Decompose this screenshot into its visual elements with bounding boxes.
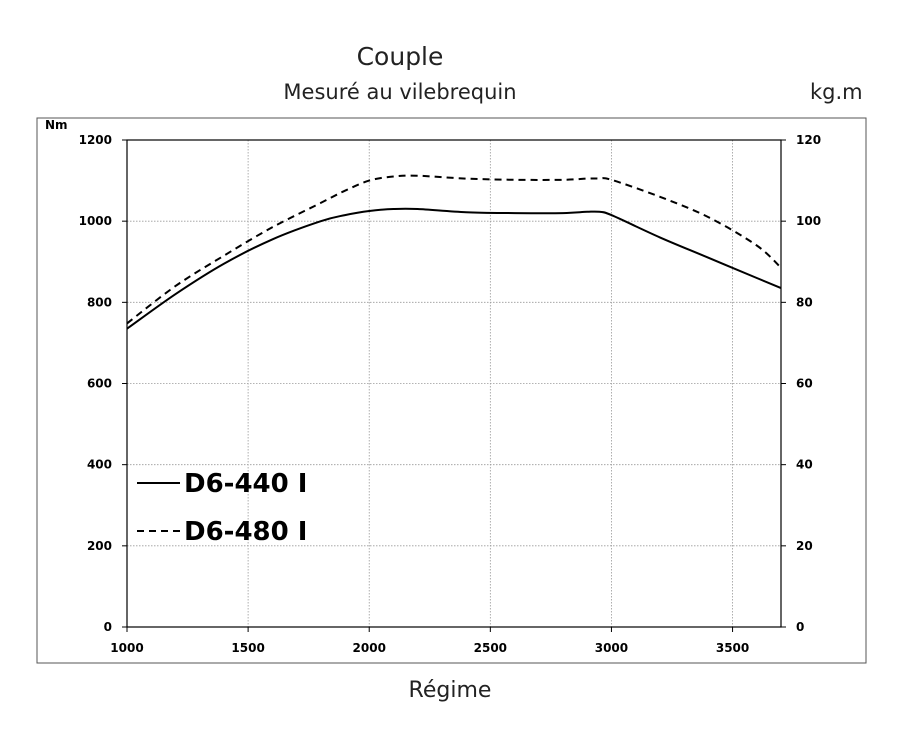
- y2-tick-label: 60: [796, 377, 813, 391]
- y-tick-label: 1200: [79, 133, 112, 147]
- y2-tick-label: 80: [796, 295, 813, 309]
- grid: [127, 140, 781, 627]
- y2-axis-unit: kg.m: [810, 80, 863, 104]
- y2-tick-label: 20: [796, 539, 813, 553]
- y-tick-label: 800: [87, 295, 112, 309]
- y-tick-label: 1000: [79, 214, 112, 228]
- y-tick-label: 400: [87, 458, 112, 472]
- outer-frame: [36, 117, 867, 664]
- y2-tick-label: 100: [796, 214, 821, 228]
- x-tick-label: 1000: [110, 641, 143, 655]
- legend-label-1: D6-440 I: [184, 469, 307, 499]
- y-tick-label: 200: [87, 539, 112, 553]
- x-tick-label: 2000: [353, 641, 386, 655]
- y-tick-label: 0: [104, 620, 112, 634]
- y-axis-unit: Nm: [45, 118, 68, 132]
- x-axis-label: Régime: [408, 678, 492, 703]
- series-line-1: [126, 207, 782, 330]
- y2-tick-label: 120: [796, 133, 821, 147]
- legend: D6-440 I D6-480 I: [137, 469, 307, 547]
- x-tick-label: 1500: [231, 641, 264, 655]
- legend-label-2: D6-480 I: [184, 517, 307, 547]
- axis-ticks: 1000 1500 2000 2500 3000 35000200400600800100…: [79, 133, 821, 655]
- y2-tick-label: 40: [796, 458, 813, 472]
- x-tick-label: 3000: [595, 641, 628, 655]
- x-tick-label: 3500: [716, 641, 749, 655]
- y-tick-label: 600: [87, 377, 112, 391]
- series-lines: [126, 174, 782, 330]
- y2-tick-label: 0: [796, 620, 804, 634]
- chart-title: Couple: [356, 42, 444, 71]
- series-line-2: [126, 174, 782, 325]
- chart-subtitle: Mesuré au vilebrequin: [283, 80, 517, 104]
- x-tick-label: 2500: [474, 641, 507, 655]
